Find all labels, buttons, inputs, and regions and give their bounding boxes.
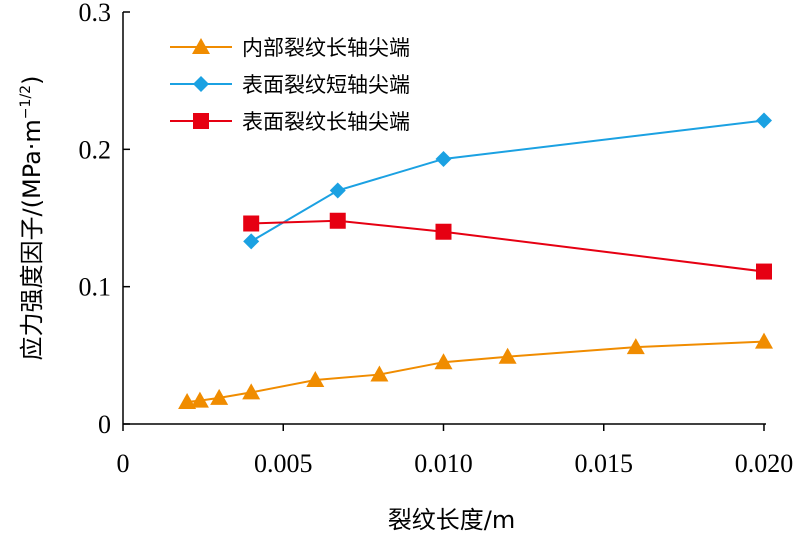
data-point — [243, 233, 260, 250]
x-tick-label: 0 — [117, 449, 130, 478]
series-2 — [243, 112, 772, 250]
x-tick-label: 0.015 — [575, 449, 634, 478]
data-point — [210, 388, 229, 405]
data-point — [435, 223, 452, 240]
data-point — [243, 215, 260, 232]
legend-label: 内部裂纹长轴尖端 — [242, 36, 410, 60]
y-tick-label: 0.3 — [79, 0, 112, 27]
x-tick-label: 0.020 — [735, 449, 794, 478]
legend-marker — [193, 76, 209, 92]
y-tick-label: 0.1 — [79, 273, 112, 302]
data-point — [756, 263, 772, 280]
y-tick-label: 0 — [98, 410, 111, 439]
x-tick-label: 0.010 — [414, 449, 473, 478]
legend-label: 表面裂纹短轴尖端 — [242, 73, 410, 97]
legend-item: 表面裂纹长轴尖端 — [170, 110, 410, 134]
data-point — [435, 150, 452, 167]
data-point — [498, 347, 517, 364]
legend-marker — [193, 113, 209, 129]
y-axis-title: 应力强度因子/(MPa·m−1/2) — [18, 76, 46, 361]
series-layer — [178, 112, 773, 410]
y-axis-title-close: ) — [18, 76, 46, 85]
data-point — [306, 371, 325, 388]
series-1 — [178, 332, 773, 410]
legend-item: 内部裂纹长轴尖端 — [170, 36, 410, 60]
x-axis-title: 裂纹长度/m — [388, 506, 515, 534]
y-tick-label: 0.2 — [79, 135, 112, 164]
series-line — [250, 119, 765, 243]
axes — [122, 12, 766, 425]
x-tick-label: 0.005 — [254, 449, 313, 478]
legend-marker — [192, 38, 210, 54]
data-point — [178, 393, 197, 410]
legend-item: 表面裂纹短轴尖端 — [170, 73, 410, 97]
series-line — [251, 219, 765, 273]
data-point — [434, 353, 453, 370]
data-point — [190, 391, 209, 408]
data-point — [242, 383, 261, 400]
data-point — [329, 182, 346, 199]
legend-label: 表面裂纹长轴尖端 — [242, 110, 410, 134]
series-line — [186, 340, 765, 404]
series-3 — [243, 212, 772, 280]
data-point — [755, 332, 773, 349]
ticks: 0 0.1 0.2 0.3 0 0.005 0.010 0.015 0.020 — [79, 0, 794, 478]
y-axis-title-main: 应力强度因子/(MPa·m — [18, 119, 46, 360]
data-point — [756, 112, 772, 129]
data-point — [626, 338, 645, 355]
y-axis-title-exponent: −1/2 — [18, 85, 34, 119]
data-point — [329, 212, 346, 229]
data-point — [370, 365, 389, 382]
